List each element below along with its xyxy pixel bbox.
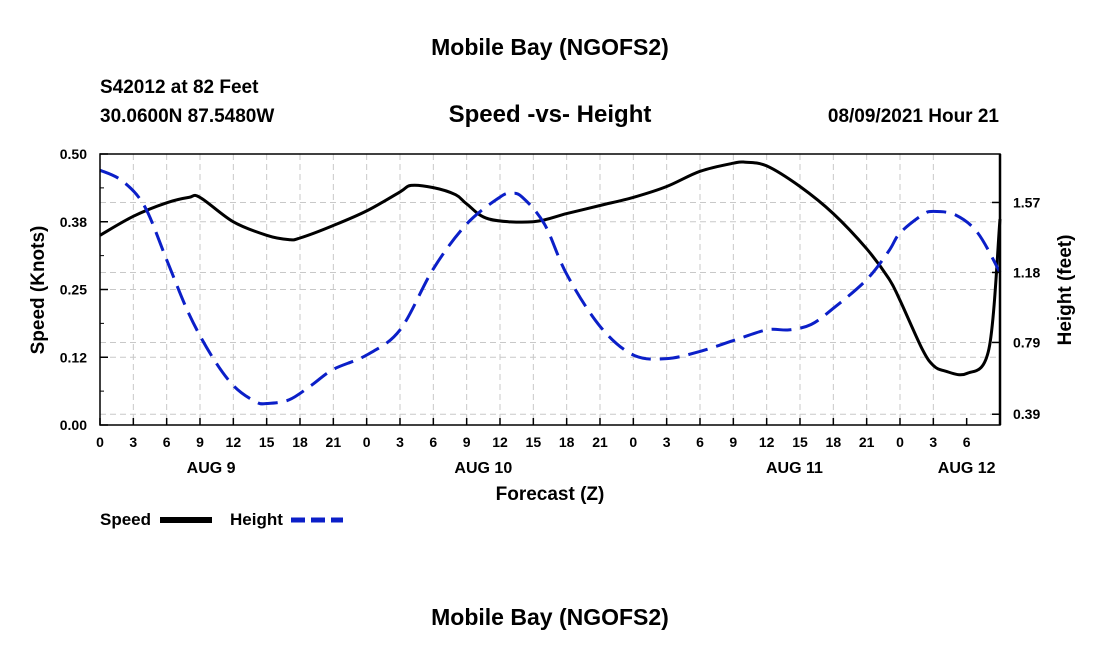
x-tick-label: 0 [363, 434, 371, 450]
x-tick-label: 21 [326, 434, 342, 450]
right-axis-label: Height (feet) [1055, 235, 1076, 346]
x-tick-label: 15 [526, 434, 542, 450]
station-label: S42012 at 82 Feet [100, 77, 259, 98]
left-y-tick-label: 0.12 [60, 349, 87, 365]
left-y-tick-label: 0.50 [60, 146, 87, 162]
x-tick-label: 21 [592, 434, 608, 450]
x-tick-label: 0 [629, 434, 637, 450]
x-tick-label: 18 [292, 434, 308, 450]
forecast-datetime: 08/09/2021 Hour 21 [827, 106, 999, 127]
x-tick-label: 3 [663, 434, 671, 450]
x-tick-label: 18 [559, 434, 575, 450]
x-day-label: AUG 11 [766, 460, 823, 477]
x-tick-label: 9 [463, 434, 471, 450]
x-tick-label: 12 [759, 434, 775, 450]
x-tick-label: 3 [396, 434, 404, 450]
left-y-tick-label: 0.38 [60, 214, 87, 230]
x-day-label: AUG 9 [187, 460, 236, 477]
x-day-label: AUG 10 [454, 460, 512, 477]
x-tick-label: 6 [163, 434, 171, 450]
x-tick-label: 21 [859, 434, 875, 450]
x-axis-label: Forecast (Z) [496, 484, 605, 505]
series-line-speed [99, 160, 1002, 377]
x-tick-label: 6 [696, 434, 704, 450]
x-tick-label: 12 [226, 434, 242, 450]
x-tick-label: 0 [96, 434, 104, 450]
x-tick-label: 9 [729, 434, 737, 450]
axes: 0 3 6 9 12 15 18 21 0 3 6 9 12 15 18 21 0 3 6 9 12 15 18 21 0 3 6A… [60, 146, 1041, 477]
right-y-tick-label: 1.57 [1013, 194, 1040, 210]
x-day-label: AUG 12 [938, 460, 996, 477]
footer-title: Mobile Bay (NGOFS2) [431, 604, 669, 630]
right-y-tick-label: 0.39 [1013, 406, 1040, 422]
left-axis-label: Speed (Knots) [28, 226, 49, 355]
legend-speed-label: Speed [100, 510, 151, 529]
x-tick-label: 15 [259, 434, 275, 450]
x-tick-label: 18 [826, 434, 842, 450]
right-y-tick-label: 0.79 [1013, 334, 1040, 350]
x-tick-label: 0 [896, 434, 904, 450]
x-tick-label: 12 [492, 434, 508, 450]
x-tick-label: 6 [963, 434, 971, 450]
x-tick-label: 15 [792, 434, 808, 450]
x-tick-label: 3 [929, 434, 937, 450]
right-y-tick-label: 1.18 [1013, 264, 1040, 280]
x-tick-label: 6 [429, 434, 437, 450]
page-title: Mobile Bay (NGOFS2) [431, 34, 669, 60]
legend-height-label: Height [230, 510, 283, 529]
series-lines [99, 160, 1002, 406]
chart-subtitle: Speed -vs- Height [448, 101, 652, 128]
left-y-tick-label: 0.00 [60, 417, 87, 433]
left-y-tick-label: 0.25 [60, 282, 87, 298]
series-line-height [99, 168, 1002, 406]
x-tick-label: 9 [196, 434, 204, 450]
grid [100, 154, 1000, 425]
x-tick-label: 3 [129, 434, 137, 450]
coordinates-label: 30.0600N 87.5480W [100, 106, 275, 127]
